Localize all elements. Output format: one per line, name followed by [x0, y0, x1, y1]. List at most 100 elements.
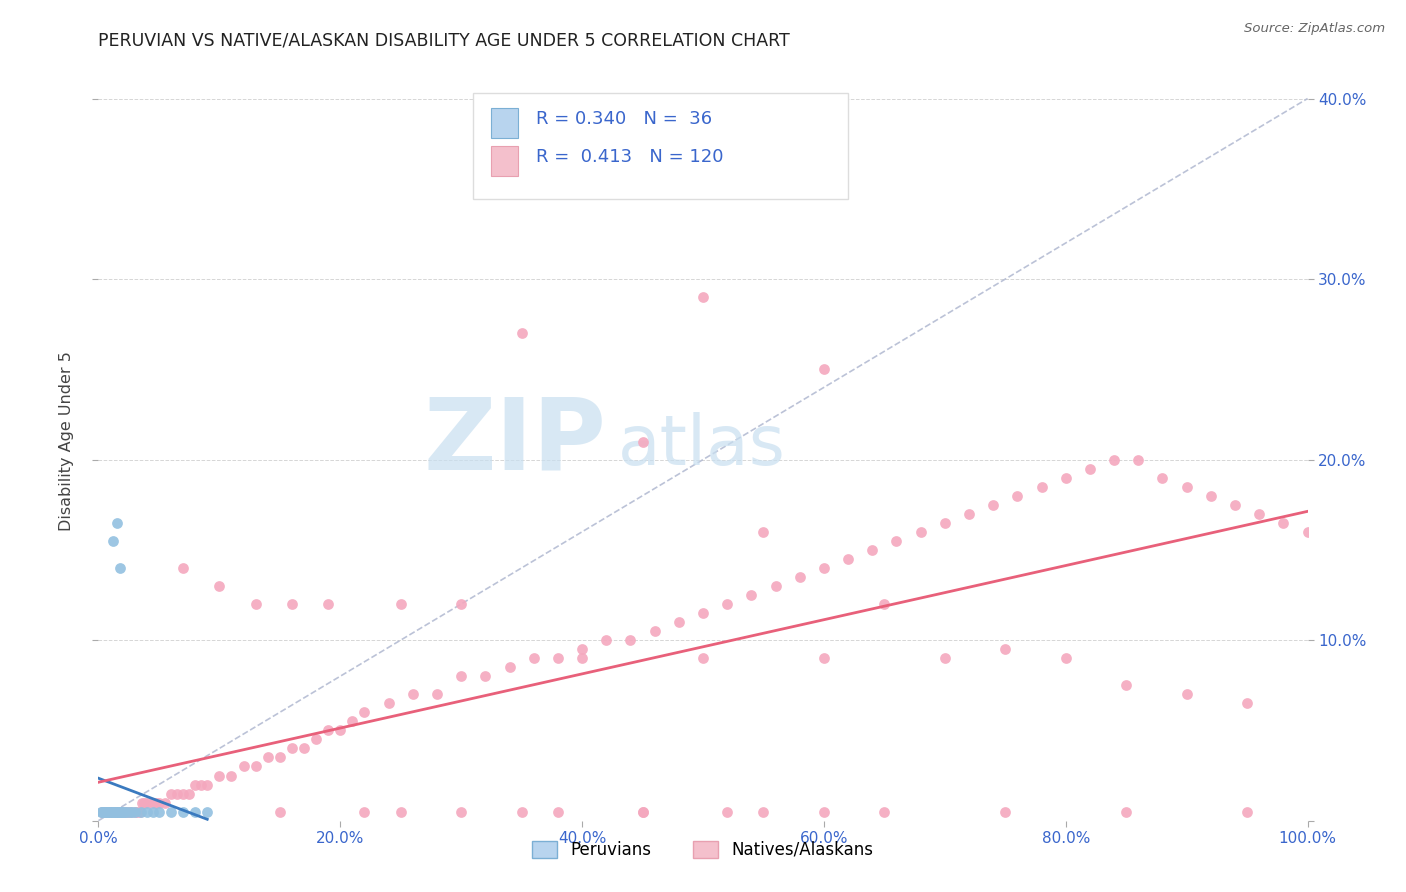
Point	[269, 750, 291, 764]
Point	[450, 805, 472, 819]
Point	[124, 805, 146, 819]
Point	[789, 570, 811, 584]
Point	[1175, 687, 1198, 701]
FancyBboxPatch shape	[474, 93, 848, 199]
Point	[426, 687, 449, 701]
Point	[93, 805, 115, 819]
Point	[208, 768, 231, 782]
Point	[994, 642, 1017, 657]
Point	[644, 624, 666, 639]
Point	[245, 759, 267, 773]
Point	[668, 615, 690, 629]
Point	[1054, 470, 1077, 484]
Point	[547, 805, 569, 819]
Point	[450, 669, 472, 683]
Point	[292, 741, 315, 756]
Point	[184, 805, 207, 819]
Point	[108, 805, 131, 819]
Point	[873, 597, 896, 611]
Point	[1007, 489, 1029, 503]
FancyBboxPatch shape	[492, 108, 517, 138]
Point	[910, 524, 932, 539]
Point	[813, 561, 835, 575]
Point	[692, 290, 714, 304]
Point	[94, 805, 117, 819]
Point	[1249, 507, 1271, 521]
Point	[402, 687, 425, 701]
Point	[172, 787, 194, 801]
Point	[91, 805, 114, 819]
Point	[148, 805, 170, 819]
Point	[100, 805, 122, 819]
Point	[105, 516, 128, 530]
Point	[120, 805, 142, 819]
Point	[269, 805, 291, 819]
Point	[631, 805, 654, 819]
Point	[474, 669, 496, 683]
Point	[184, 778, 207, 792]
Point	[135, 796, 157, 810]
Point	[97, 805, 120, 819]
Point	[145, 796, 167, 810]
Point	[1054, 651, 1077, 665]
Point	[547, 651, 569, 665]
Point	[100, 805, 122, 819]
Point	[90, 805, 112, 819]
Point	[172, 561, 194, 575]
Point	[281, 741, 304, 756]
Point	[195, 805, 218, 819]
Point	[510, 805, 533, 819]
Point	[1078, 461, 1101, 475]
Point	[142, 796, 165, 810]
Point	[101, 805, 124, 819]
Point	[104, 805, 127, 819]
Point	[860, 542, 883, 557]
Point	[813, 651, 835, 665]
Text: R = 0.340   N =  36: R = 0.340 N = 36	[536, 111, 713, 128]
Point	[93, 805, 115, 819]
Point	[450, 597, 472, 611]
Point	[166, 787, 188, 801]
Legend: Peruvians, Natives/Alaskans: Peruvians, Natives/Alaskans	[526, 834, 880, 865]
Y-axis label: Disability Age Under 5: Disability Age Under 5	[59, 351, 75, 532]
Text: atlas: atlas	[619, 412, 786, 479]
Point	[740, 588, 762, 602]
Point	[98, 805, 121, 819]
Point	[148, 796, 170, 810]
Point	[1199, 489, 1222, 503]
Point	[131, 796, 153, 810]
Point	[129, 805, 152, 819]
Point	[160, 805, 183, 819]
Point	[108, 805, 131, 819]
Point	[1115, 678, 1137, 692]
Point	[813, 805, 835, 819]
Point	[1236, 805, 1258, 819]
Point	[934, 651, 956, 665]
Point	[103, 805, 125, 819]
Point	[100, 805, 122, 819]
Point	[571, 642, 593, 657]
Point	[1236, 696, 1258, 710]
Point	[111, 805, 134, 819]
Point	[389, 597, 412, 611]
Point	[91, 805, 114, 819]
Point	[619, 633, 641, 648]
Point	[108, 805, 131, 819]
Point	[153, 796, 176, 810]
Point	[91, 805, 114, 819]
Point	[994, 805, 1017, 819]
Point	[160, 787, 183, 801]
Text: ZIP: ZIP	[423, 393, 606, 490]
Point	[111, 805, 134, 819]
Point	[190, 778, 212, 792]
Point	[128, 805, 150, 819]
Point	[716, 805, 738, 819]
Point	[107, 805, 129, 819]
Point	[117, 805, 139, 819]
Point	[172, 805, 194, 819]
Point	[873, 805, 896, 819]
Point	[692, 651, 714, 665]
Point	[117, 805, 139, 819]
Point	[97, 805, 120, 819]
Point	[118, 805, 141, 819]
